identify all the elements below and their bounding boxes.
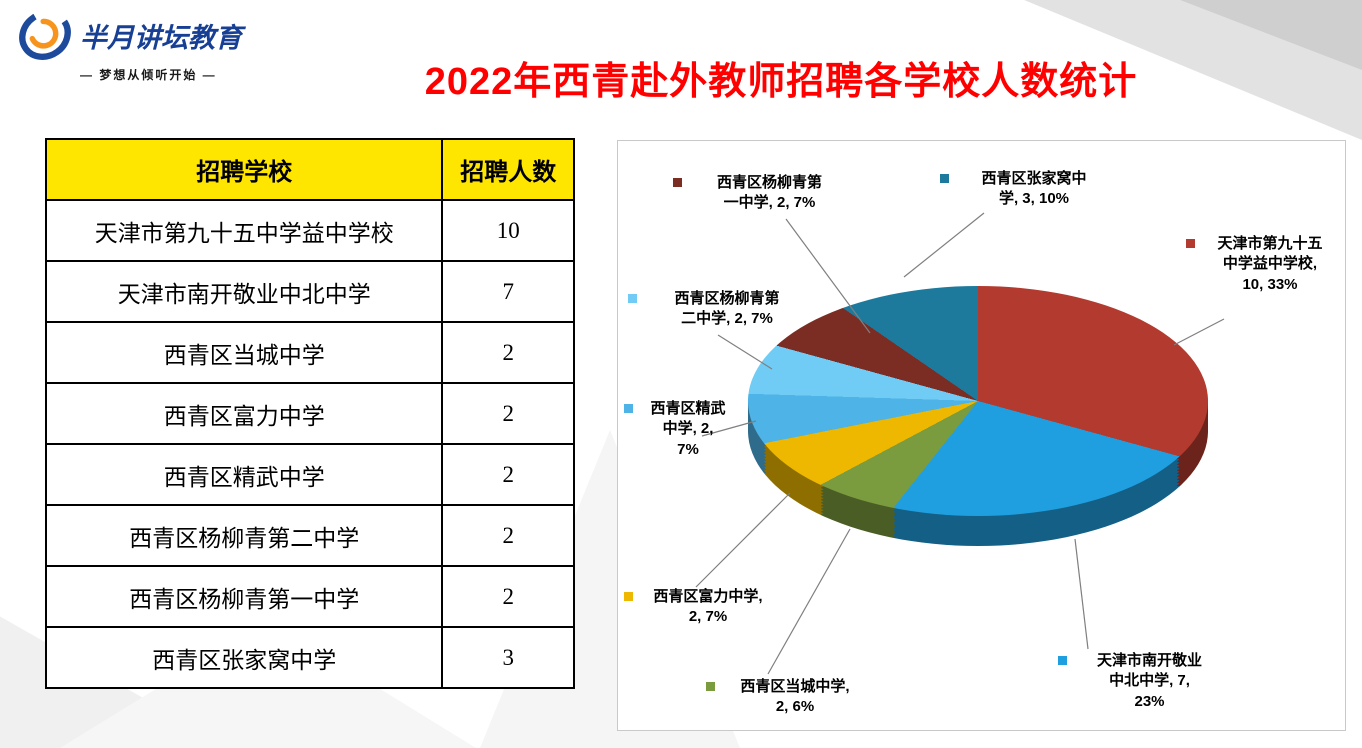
table-row: 西青区杨柳青第一中学 2 [44,565,575,628]
legend-marker [624,404,633,413]
legend-marker [624,592,633,601]
col-header-count: 招聘人数 [441,138,575,201]
table-row: 西青区张家窝中学 3 [44,626,575,689]
logo-tagline: — 梦想从倾听开始 — [80,68,217,82]
legend-marker [1058,656,1067,665]
pie-label-jingwu: 西青区精武 中学, 2, 7% [624,399,738,460]
pie-label-zhangjiawo: 西青区张家窝中 学, 3, 10% [940,169,1114,210]
logo: 半月讲坛教育 — 梦想从倾听开始 — [16,6,242,83]
recruit-count-cell: 2 [441,321,575,384]
school-name-cell: 天津市南开敬业中北中学 [44,260,444,323]
legend-marker [1186,239,1195,248]
table-row: 西青区当城中学 2 [44,321,575,384]
logo-text: 半月讲坛教育 [80,22,242,53]
table-row: 天津市第九十五中学益中学校 10 [44,199,575,262]
pie-label-fuli: 西青区富力中学, 2, 7% [624,587,778,628]
pie-chart-panel: 西青区杨柳青第 一中学, 2, 7% 西青区张家窝中 学, 3, 10% 天津市… [617,140,1346,731]
school-name-cell: 西青区精武中学 [44,443,444,506]
school-name-cell: 天津市第九十五中学益中学校 [44,199,444,262]
legend-marker [673,178,682,187]
school-name-cell: 西青区杨柳青第二中学 [44,504,444,567]
table-row: 西青区杨柳青第二中学 2 [44,504,575,567]
pie-top-face [748,286,1208,516]
pie-label-yangliuqing-no1: 西青区杨柳青第 一中学, 2, 7% [673,173,852,214]
table-header-row: 招聘学校 招聘人数 [44,138,575,201]
pie-label-yizhong: 天津市第九十五 中学益中学校, 10, 33% [1186,234,1340,295]
school-name-cell: 西青区张家窝中学 [44,626,444,689]
pie-label-nankai-jingye: 天津市南开敬业 中北中学, 7, 23% [1058,651,1227,712]
recruit-count-cell: 2 [441,565,575,628]
recruit-count-cell: 3 [441,626,575,689]
legend-marker [628,294,637,303]
legend-marker [940,174,949,183]
recruit-count-cell: 7 [441,260,575,323]
table-row: 西青区富力中学 2 [44,382,575,445]
pie-chart [748,171,1208,631]
page-title: 2022年西青赴外教师招聘各学校人数统计 [424,61,1138,103]
school-name-cell: 西青区杨柳青第一中学 [44,565,444,628]
col-header-school: 招聘学校 [44,138,444,201]
pie-label-yangliuqing-no2: 西青区杨柳青第 二中学, 2, 7% [628,289,812,330]
table-row: 天津市南开敬业中北中学 7 [44,260,575,323]
pie-label-dangcheng: 西青区当城中学, 2, 6% [706,677,870,718]
legend-marker [706,682,715,691]
school-name-cell: 西青区富力中学 [44,382,444,445]
logo-icon [19,10,71,60]
school-name-cell: 西青区当城中学 [44,321,444,384]
recruit-count-cell: 2 [441,504,575,567]
recruit-count-cell: 10 [441,199,575,262]
recruitment-table: 招聘学校 招聘人数 天津市第九十五中学益中学校 10 天津市南开敬业中北中学 7… [44,138,575,689]
recruit-count-cell: 2 [441,443,575,506]
recruit-count-cell: 2 [441,382,575,445]
table-row: 西青区精武中学 2 [44,443,575,506]
